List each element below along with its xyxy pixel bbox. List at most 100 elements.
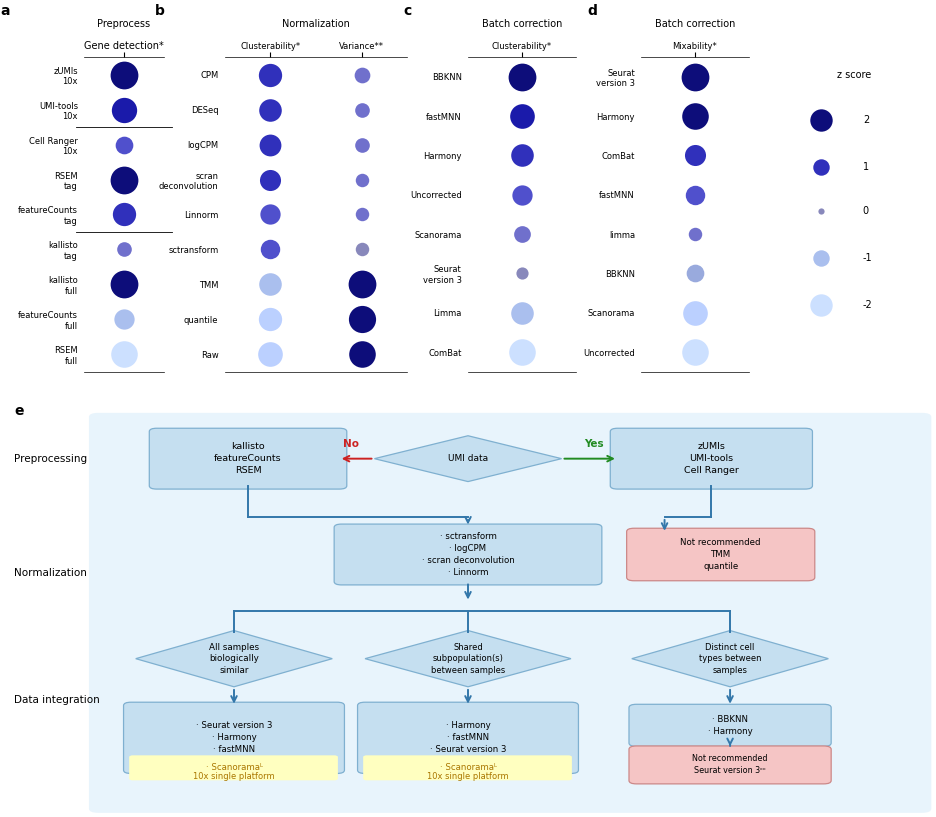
Text: -2: -2 — [863, 301, 872, 310]
Text: d: d — [588, 4, 597, 18]
FancyBboxPatch shape — [629, 746, 831, 784]
Point — [116, 348, 131, 361]
Text: Not recommended
Seurat version 3ᶜᶜ: Not recommended Seurat version 3ᶜᶜ — [693, 754, 768, 775]
Text: · BBKNN
· Harmony: · BBKNN · Harmony — [708, 715, 753, 736]
Point — [515, 267, 530, 280]
Text: Gene detection*: Gene detection* — [84, 41, 164, 51]
Point — [354, 243, 369, 256]
Point — [813, 299, 828, 312]
Point — [813, 205, 828, 218]
Text: Normalization: Normalization — [14, 569, 87, 578]
Point — [263, 138, 278, 151]
Point — [263, 243, 278, 256]
Text: Distinct cell
types between
samples: Distinct cell types between samples — [699, 643, 761, 675]
Point — [687, 109, 702, 123]
FancyBboxPatch shape — [150, 428, 347, 489]
Point — [116, 208, 131, 221]
Point — [354, 278, 369, 291]
Text: zUMIs
UMI-tools
Cell Ranger: zUMIs UMI-tools Cell Ranger — [684, 442, 739, 475]
Point — [354, 313, 369, 326]
Text: 10x single platform: 10x single platform — [427, 772, 509, 781]
Text: UMI data: UMI data — [448, 454, 488, 463]
Point — [263, 208, 278, 221]
Text: · Seurat version 3
· Harmony
· fastMNN: · Seurat version 3 · Harmony · fastMNN — [196, 721, 272, 754]
Point — [263, 278, 278, 291]
Point — [687, 346, 702, 359]
Point — [263, 68, 278, 81]
Point — [116, 278, 131, 291]
FancyBboxPatch shape — [124, 702, 344, 774]
Point — [263, 313, 278, 326]
FancyBboxPatch shape — [610, 428, 812, 489]
Text: · sctransform
· logCPM
· scran deconvolution
· Linnorm: · sctransform · logCPM · scran deconvolu… — [421, 532, 515, 578]
Point — [687, 306, 702, 319]
Point — [515, 149, 530, 162]
Point — [116, 103, 131, 116]
Text: Batch correction: Batch correction — [482, 19, 562, 29]
Point — [515, 228, 530, 241]
FancyBboxPatch shape — [627, 529, 815, 581]
Text: 0: 0 — [863, 206, 869, 217]
Point — [687, 70, 702, 83]
Point — [515, 70, 530, 83]
Text: · Scanoramaᴸ: · Scanoramaᴸ — [206, 763, 262, 772]
Text: Normalization: Normalization — [282, 19, 350, 29]
Polygon shape — [136, 631, 332, 687]
Text: z score: z score — [837, 70, 870, 80]
Polygon shape — [365, 631, 571, 687]
Point — [515, 346, 530, 359]
Point — [515, 109, 530, 123]
FancyBboxPatch shape — [129, 756, 338, 780]
FancyBboxPatch shape — [363, 756, 572, 780]
Point — [354, 138, 369, 151]
Text: Preprocessing: Preprocessing — [14, 453, 87, 464]
Text: a: a — [1, 4, 10, 18]
Point — [116, 138, 131, 151]
Text: 1: 1 — [863, 162, 869, 172]
FancyBboxPatch shape — [89, 413, 931, 813]
Point — [116, 313, 131, 326]
Text: Preprocess: Preprocess — [97, 19, 151, 29]
Point — [263, 348, 278, 361]
Text: -1: -1 — [863, 253, 872, 263]
Text: Batch correction: Batch correction — [655, 19, 735, 29]
Polygon shape — [374, 435, 562, 481]
Text: NATURE BIOTECHNOLOGY: NATURE BIOTECHNOLOGY — [11, 11, 231, 26]
FancyBboxPatch shape — [629, 704, 831, 747]
Point — [515, 306, 530, 319]
Point — [116, 68, 131, 81]
Point — [354, 68, 369, 81]
Text: · Harmony
· fastMNN
· Seurat version 3: · Harmony · fastMNN · Seurat version 3 — [430, 721, 506, 754]
Text: Yes: Yes — [585, 439, 604, 449]
Point — [813, 161, 828, 174]
Point — [354, 103, 369, 116]
Text: · Scanoramaᴸ: · Scanoramaᴸ — [440, 763, 496, 772]
Text: All samples
biologically
similar: All samples biologically similar — [209, 643, 259, 675]
Point — [116, 173, 131, 186]
Polygon shape — [632, 631, 828, 687]
Text: e: e — [14, 404, 23, 418]
Point — [687, 188, 702, 201]
Point — [687, 149, 702, 162]
Text: Shared
subpopulation(s)
between samples: Shared subpopulation(s) between samples — [431, 643, 505, 675]
Point — [687, 228, 702, 241]
Point — [515, 188, 530, 201]
Point — [354, 208, 369, 221]
Text: Not recommended
TMM
quantile: Not recommended TMM quantile — [680, 538, 761, 571]
Point — [813, 252, 828, 265]
Text: b: b — [155, 4, 165, 18]
Point — [116, 243, 131, 256]
Text: 10x single platform: 10x single platform — [193, 772, 275, 781]
Point — [263, 103, 278, 116]
FancyBboxPatch shape — [358, 702, 578, 774]
Text: No: No — [343, 439, 359, 449]
Point — [687, 267, 702, 280]
Point — [813, 114, 828, 127]
Text: 2: 2 — [863, 115, 869, 125]
Text: kallisto
featureCounts
RSEM: kallisto featureCounts RSEM — [214, 442, 282, 475]
Point — [354, 173, 369, 186]
Point — [263, 173, 278, 186]
FancyBboxPatch shape — [334, 524, 602, 585]
Text: ARTICLES: ARTICLES — [829, 10, 925, 28]
Point — [354, 348, 369, 361]
